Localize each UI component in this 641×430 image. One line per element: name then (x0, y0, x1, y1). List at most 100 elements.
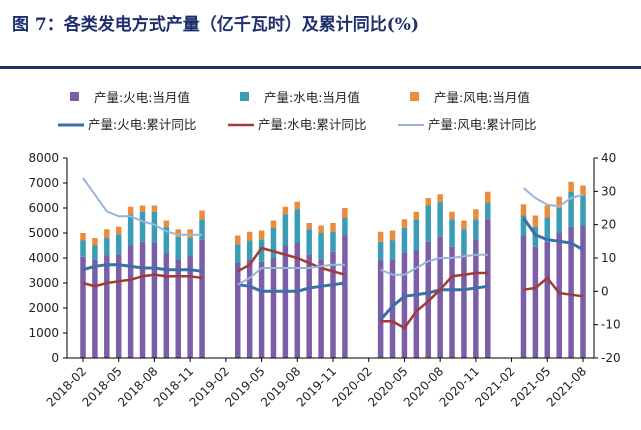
bar-wind (318, 225, 324, 233)
x-tick-label: 2021-08 (544, 364, 589, 409)
bar-fire (246, 259, 253, 358)
bar-fire (139, 241, 146, 358)
left-tick-label: 7000 (28, 176, 59, 190)
bar-water (473, 219, 479, 240)
bar-wind (199, 210, 205, 220)
bar-water (532, 226, 539, 247)
right-tick-label: -20 (601, 351, 621, 365)
bar-water (485, 203, 491, 220)
bar-fire (401, 253, 408, 358)
bar-wind (520, 204, 527, 216)
bar-fire (520, 235, 527, 358)
bar-fire (80, 256, 86, 358)
bar-fire (556, 233, 562, 358)
bar-water (199, 219, 205, 240)
bar-water (318, 233, 324, 260)
bar-fire (187, 255, 193, 358)
bar-wind (544, 205, 551, 218)
left-tick-label: 8000 (28, 151, 59, 165)
legend-label: 产量:火电:当月值 (94, 90, 190, 105)
right-tick-label: 30 (601, 184, 616, 198)
bar-water (175, 236, 181, 260)
bar-fire (485, 219, 491, 358)
right-tick-label: -10 (601, 318, 621, 332)
bar-fire (580, 225, 586, 358)
line-water-yoy (82, 246, 584, 330)
bar-water (568, 191, 574, 227)
bar-fire (377, 260, 384, 358)
bar-wind (139, 205, 146, 212)
left-tick-label: 1000 (28, 326, 59, 340)
bar-water (258, 239, 265, 262)
bar-fire (235, 263, 241, 358)
bar-wind (342, 208, 348, 218)
bar-fire (461, 254, 467, 358)
bar-wind (461, 220, 467, 230)
bar-fire (104, 255, 110, 358)
left-tick-label: 4000 (28, 251, 59, 265)
bar-wind (425, 198, 431, 206)
bar-fire (568, 226, 574, 358)
bar-fire (270, 258, 277, 358)
legend-label: 产量:风电:当月值 (434, 90, 530, 105)
bar-water (92, 245, 98, 260)
line-fire-yoy (82, 217, 584, 321)
bar-water (580, 195, 586, 226)
legend-swatch (70, 92, 79, 101)
bar-fire (437, 236, 443, 358)
legend-label: 产量:水电:当月值 (264, 90, 360, 105)
bar-wind (449, 211, 455, 220)
bar-water (163, 226, 170, 253)
bar-fire (318, 259, 324, 358)
bar-wind (235, 235, 241, 245)
bar-wind (92, 238, 98, 246)
bar-water (139, 211, 146, 242)
right-tick-label: 0 (601, 284, 609, 298)
bar-water (330, 231, 336, 252)
legend-label: 产量:火电:累计同比 (88, 117, 196, 132)
bar-wind (330, 223, 336, 232)
line-wind-yoy (82, 177, 584, 286)
bar-fire (163, 253, 170, 358)
bar-water (104, 238, 110, 256)
bar-water (389, 240, 396, 260)
bar-water (235, 244, 241, 263)
bar-water (115, 234, 122, 255)
legend-label: 产量:水电:累计同比 (258, 117, 366, 132)
bar-wind (413, 211, 420, 220)
bar-fire (306, 254, 312, 358)
bar-wind (175, 229, 181, 237)
bar-fire (175, 259, 181, 358)
bar-wind (115, 226, 122, 235)
bar-wind (187, 229, 193, 238)
bar-wind (580, 185, 586, 196)
bar-water (449, 219, 455, 247)
bar-fire (389, 259, 396, 358)
bar-fire (449, 246, 455, 358)
bar-water (461, 229, 467, 255)
left-tick-label: 2000 (28, 301, 59, 315)
bar-water (187, 238, 193, 256)
bar-water (342, 218, 348, 236)
bar-fire (151, 243, 158, 358)
bar-fire (330, 251, 336, 358)
chart-title: 图 7：各类发电方式产量（亿千瓦时）及累计同比(%) (12, 15, 419, 35)
bar-fire (294, 243, 301, 358)
bar-wind (80, 233, 86, 241)
bar-fire (532, 246, 539, 358)
bar-wind (127, 206, 134, 215)
bar-wind (485, 191, 491, 203)
legend-swatch (410, 92, 419, 101)
bar-fire (92, 259, 98, 358)
bar-wind (151, 205, 158, 212)
legend-swatch (240, 92, 249, 101)
bar-water (377, 241, 384, 261)
right-tick-label: 20 (601, 218, 616, 232)
bar-wind (401, 219, 408, 228)
bar-wind (306, 223, 312, 230)
right-tick-label: 10 (601, 251, 616, 265)
title-rule (0, 66, 641, 69)
bar-wind (246, 231, 253, 241)
